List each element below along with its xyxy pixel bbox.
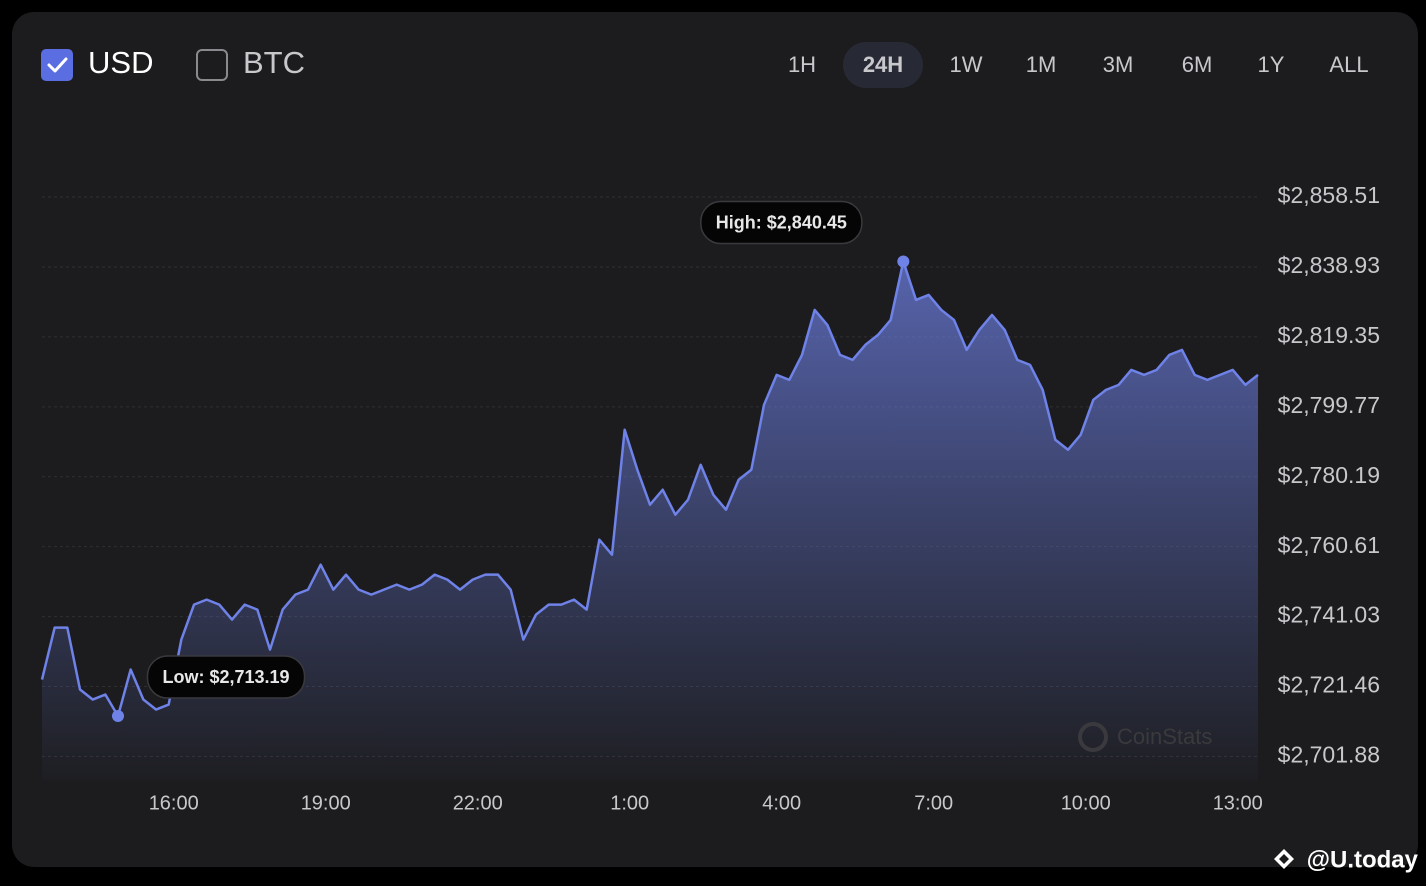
currency-label: USD xyxy=(88,45,153,80)
range-button[interactable]: 1W xyxy=(950,52,983,77)
range-label: 1Y xyxy=(1258,52,1285,77)
range-label: ALL xyxy=(1329,52,1368,77)
watermark: CoinStats xyxy=(1078,722,1212,752)
x-tick-label: 7:00 xyxy=(914,792,953,814)
range-label: 24H xyxy=(863,52,903,77)
credit: @U.today xyxy=(1274,846,1419,873)
annotation-bg xyxy=(700,200,863,245)
y-tick-label: $2,701.88 xyxy=(1278,742,1380,768)
range-label: 1M xyxy=(1026,52,1057,77)
currency-toggle[interactable]: USD xyxy=(41,45,153,81)
range-button[interactable]: 3M xyxy=(1103,52,1134,77)
y-tick-label: $2,838.93 xyxy=(1278,252,1380,278)
area xyxy=(42,261,1258,781)
y-tick-label: $2,858.51 xyxy=(1278,182,1380,208)
price-line xyxy=(40,260,1259,718)
x-tick-label: 10:00 xyxy=(1061,792,1111,814)
range-label: 1W xyxy=(950,52,983,77)
range-label: 3M xyxy=(1103,52,1134,77)
x-tick-label: 1:00 xyxy=(610,792,649,814)
annotation-point xyxy=(897,255,910,268)
range-active-bg xyxy=(843,42,923,88)
annotation-label: Low: $2,713.19 xyxy=(162,667,289,687)
y-tick-label: $2,741.03 xyxy=(1278,602,1380,628)
range-button[interactable]: 1Y xyxy=(1258,52,1285,77)
y-tick-label: $2,780.19 xyxy=(1278,462,1380,488)
x-tick-label: 4:00 xyxy=(762,792,801,814)
range-button[interactable]: ALL xyxy=(1329,52,1368,77)
range-label: 6M xyxy=(1182,52,1213,77)
x-tick-label: 19:00 xyxy=(301,792,351,814)
checkbox xyxy=(196,49,228,81)
controls: USD BTC 1H 24H 1W 1M 3M 6M 1Y ALL xyxy=(41,42,1369,88)
check-mark xyxy=(47,57,68,73)
range-button[interactable]: 6M xyxy=(1182,52,1213,77)
y-tick-label: $2,760.61 xyxy=(1278,532,1380,558)
range-button[interactable]: 1H xyxy=(788,52,816,77)
x-tick-label: 13:00 xyxy=(1213,792,1263,814)
plot: $2,701.88 $2,721.46 $2,741.03 $2,760.61 $2,7… xyxy=(40,182,1380,814)
x-tick-label: 22:00 xyxy=(453,792,503,814)
x-tick-label: 16:00 xyxy=(149,792,199,814)
annotation-bg xyxy=(146,655,306,699)
annotation-point xyxy=(112,710,124,723)
currency-label: BTC xyxy=(243,45,305,80)
annotation-label: High: $2,840.45 xyxy=(716,212,847,232)
credit-text: @U.today xyxy=(1307,846,1419,873)
watermark-text: CoinStats xyxy=(1117,724,1212,749)
range-label: 1H xyxy=(788,52,816,77)
annotation: Low: $2,713.19 xyxy=(146,655,306,699)
annotation: High: $2,840.45 xyxy=(700,200,863,245)
watermark-icon xyxy=(1078,722,1108,752)
range-button[interactable]: 1M xyxy=(1026,52,1057,77)
y-tick-label: $2,819.35 xyxy=(1278,322,1380,348)
y-tick-label: $2,721.46 xyxy=(1278,672,1380,698)
credit-icon xyxy=(1274,849,1294,869)
range-button[interactable]: 24H xyxy=(843,42,923,88)
currency-toggle[interactable]: BTC xyxy=(196,45,305,81)
y-tick-label: $2,799.77 xyxy=(1278,392,1380,418)
checkbox-checked xyxy=(41,49,73,81)
